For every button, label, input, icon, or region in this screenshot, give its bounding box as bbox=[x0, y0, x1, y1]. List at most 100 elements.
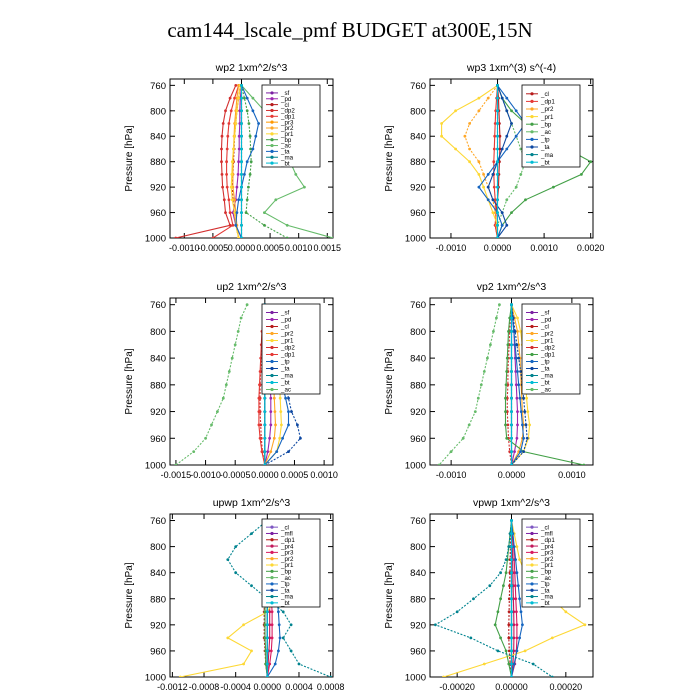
legend-entry: _sf bbox=[280, 90, 290, 97]
plot-frame bbox=[169, 513, 334, 678]
legend-marker bbox=[270, 126, 274, 130]
data-point bbox=[331, 236, 333, 238]
data-point bbox=[510, 636, 513, 640]
y-tick-label: 840 bbox=[410, 354, 426, 365]
legend-marker bbox=[530, 137, 534, 141]
legend-marker bbox=[270, 525, 274, 529]
data-point bbox=[510, 571, 513, 575]
legend-entry: _ac bbox=[540, 387, 551, 394]
data-point bbox=[486, 356, 489, 360]
data-point bbox=[274, 423, 277, 427]
legend: _cl_dp1_pr2_pr1_bp_ac_tp_ta_ma_bt bbox=[521, 84, 581, 168]
data-point bbox=[268, 436, 271, 440]
y-axis-label: Pressure [hPa] bbox=[124, 348, 135, 414]
data-point bbox=[233, 198, 237, 202]
legend-marker bbox=[530, 531, 534, 536]
data-point bbox=[496, 122, 499, 125]
data-point bbox=[250, 532, 253, 535]
data-point bbox=[265, 649, 269, 653]
data-point bbox=[510, 597, 513, 601]
data-point bbox=[552, 185, 555, 189]
data-point bbox=[240, 211, 243, 215]
data-point bbox=[299, 436, 302, 440]
data-point bbox=[521, 623, 524, 627]
legend-entry: _ac bbox=[540, 575, 551, 582]
data-point bbox=[263, 450, 267, 453]
data-point bbox=[237, 236, 240, 238]
data-point bbox=[510, 675, 513, 677]
legend-marker bbox=[530, 387, 534, 392]
legend-entry: _bt bbox=[280, 380, 290, 387]
data-point bbox=[510, 383, 513, 387]
legend-entry: _ac bbox=[540, 129, 551, 136]
data-point bbox=[287, 396, 290, 400]
data-point bbox=[510, 436, 513, 440]
panel-title: wp3 1xm^(3) s^(-4) bbox=[466, 62, 556, 74]
data-point bbox=[513, 450, 516, 453]
legend-entry: _cl bbox=[280, 102, 289, 109]
data-point bbox=[251, 147, 255, 151]
data-point bbox=[510, 211, 513, 215]
data-point bbox=[250, 649, 253, 653]
data-point bbox=[491, 211, 495, 215]
data-point bbox=[510, 356, 513, 360]
y-tick-label: 920 bbox=[150, 183, 166, 194]
data-point bbox=[278, 636, 282, 640]
data-point bbox=[510, 316, 513, 320]
data-point bbox=[247, 185, 250, 189]
x-tick-label: 0.0010 bbox=[310, 470, 338, 480]
data-point bbox=[486, 185, 490, 189]
data-point bbox=[228, 211, 232, 215]
data-point bbox=[515, 396, 519, 400]
y-axis-label: Pressure [hPa] bbox=[124, 125, 135, 191]
x-tick-label: 0.0010 bbox=[285, 243, 313, 253]
data-point bbox=[472, 597, 475, 601]
data-point bbox=[510, 450, 513, 453]
data-point bbox=[263, 463, 267, 465]
data-point bbox=[493, 198, 497, 202]
data-point bbox=[263, 610, 267, 614]
legend-marker bbox=[270, 359, 274, 364]
data-point bbox=[518, 636, 521, 640]
data-point bbox=[515, 343, 519, 347]
x-tick-label: -0.0012 bbox=[157, 682, 188, 692]
legend-entry: _ma bbox=[280, 373, 294, 380]
y-tick-label: 960 bbox=[150, 434, 166, 445]
data-point bbox=[518, 597, 521, 601]
legend-entry: _ta bbox=[280, 149, 290, 156]
legend: _cl_mfl_dp1_pr4_pr3_pr2_pr1_bp_ac_tp_ta_… bbox=[521, 518, 581, 608]
data-point bbox=[239, 316, 243, 320]
legend-marker bbox=[530, 317, 534, 322]
legend-marker bbox=[530, 115, 534, 119]
data-point bbox=[250, 584, 253, 588]
data-point bbox=[469, 636, 473, 640]
legend-entry: _pd bbox=[280, 96, 292, 103]
y-tick-label: 920 bbox=[410, 407, 426, 418]
legend-marker bbox=[270, 161, 274, 165]
data-point bbox=[512, 610, 516, 614]
data-point bbox=[263, 423, 267, 427]
x-tick-label: -0.0010 bbox=[436, 243, 467, 253]
data-point bbox=[492, 147, 496, 151]
legend-marker bbox=[270, 563, 274, 567]
legend-marker bbox=[530, 92, 534, 96]
data-point bbox=[178, 675, 182, 677]
data-point bbox=[513, 584, 517, 588]
data-point bbox=[227, 198, 231, 202]
data-point bbox=[278, 436, 282, 440]
data-point bbox=[226, 134, 230, 138]
legend-marker bbox=[270, 588, 274, 592]
legend-entry: _tp bbox=[540, 581, 550, 588]
data-point bbox=[251, 96, 255, 100]
legend-marker bbox=[270, 531, 274, 536]
x-tick-label: 0.0010 bbox=[558, 470, 586, 480]
y-tick-label: 960 bbox=[410, 646, 426, 657]
data-point bbox=[244, 211, 248, 215]
legend-entry: _ta bbox=[540, 144, 550, 151]
data-point bbox=[477, 160, 481, 164]
data-point bbox=[514, 185, 518, 189]
y-tick-label: 840 bbox=[410, 568, 426, 579]
data-point bbox=[516, 316, 519, 320]
data-point bbox=[268, 610, 272, 614]
data-point bbox=[564, 610, 568, 614]
